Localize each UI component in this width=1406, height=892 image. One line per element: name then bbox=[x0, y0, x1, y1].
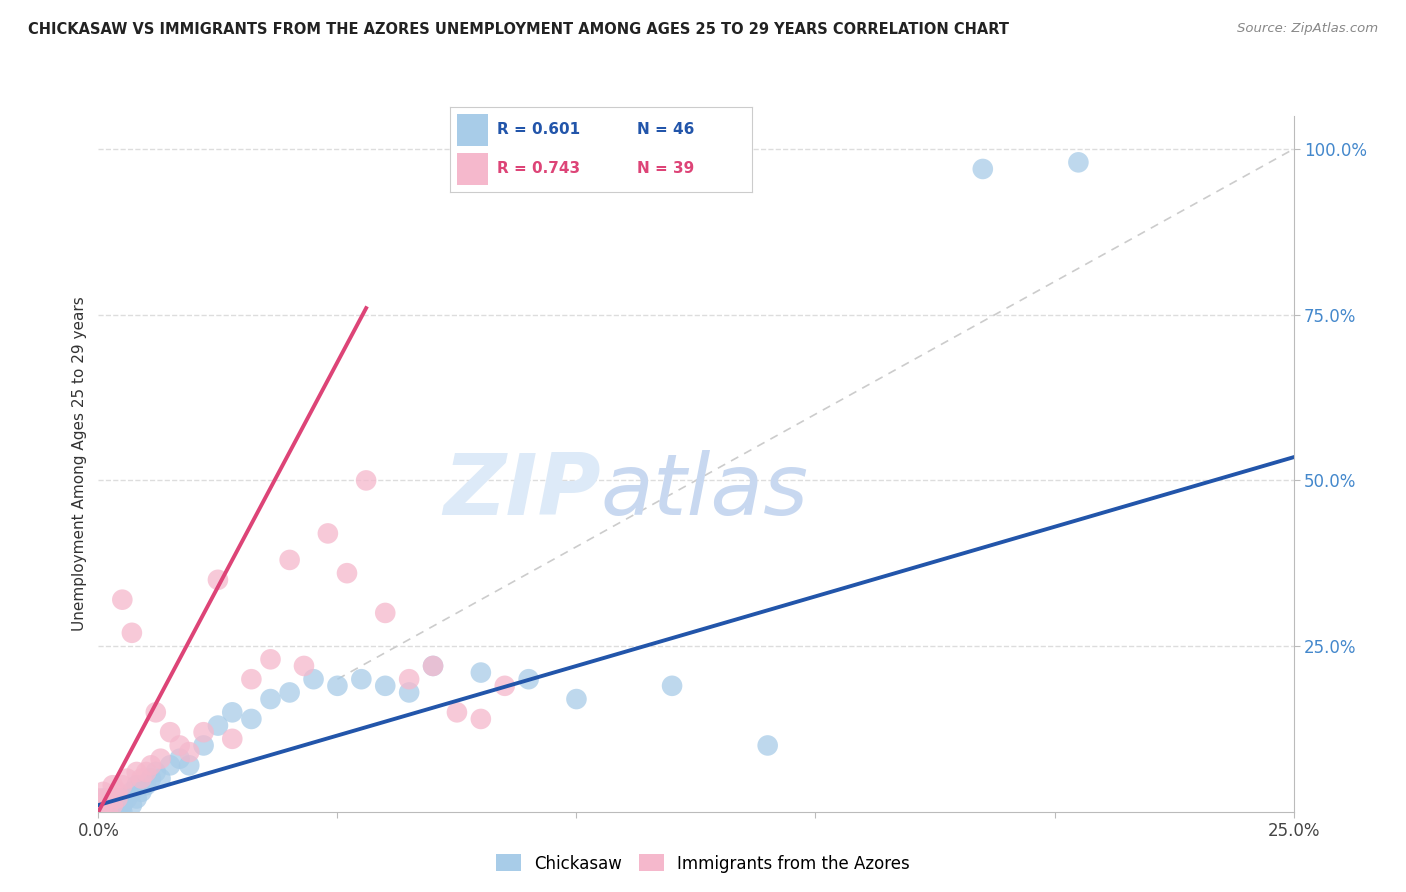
Point bbox=[169, 739, 191, 753]
Point bbox=[101, 798, 124, 813]
Text: N = 46: N = 46 bbox=[637, 122, 695, 137]
Point bbox=[221, 731, 243, 746]
Point bbox=[87, 791, 110, 805]
Point bbox=[145, 764, 167, 779]
Point bbox=[115, 791, 138, 805]
Text: N = 39: N = 39 bbox=[637, 161, 695, 177]
Point bbox=[446, 706, 468, 720]
Text: R = 0.743: R = 0.743 bbox=[496, 161, 579, 177]
Point bbox=[149, 772, 172, 786]
Point bbox=[169, 752, 191, 766]
Point bbox=[494, 679, 516, 693]
Point bbox=[121, 625, 143, 640]
Point bbox=[139, 772, 162, 786]
Point bbox=[111, 778, 134, 792]
Point bbox=[159, 725, 181, 739]
Point bbox=[107, 791, 129, 805]
Point bbox=[278, 685, 301, 699]
Text: atlas: atlas bbox=[600, 450, 808, 533]
Point bbox=[292, 659, 315, 673]
Point bbox=[107, 805, 129, 819]
Point bbox=[125, 791, 148, 805]
Point bbox=[302, 672, 325, 686]
Point bbox=[111, 798, 134, 813]
Point bbox=[131, 772, 153, 786]
Point bbox=[398, 672, 420, 686]
Point bbox=[316, 526, 339, 541]
Point bbox=[221, 706, 243, 720]
Point bbox=[97, 798, 120, 813]
Point bbox=[207, 573, 229, 587]
Point bbox=[326, 679, 349, 693]
Point bbox=[517, 672, 540, 686]
Point bbox=[121, 798, 143, 813]
Point bbox=[97, 805, 120, 819]
Point bbox=[398, 685, 420, 699]
Point bbox=[756, 739, 779, 753]
Point bbox=[107, 785, 129, 799]
Point bbox=[207, 718, 229, 732]
Point bbox=[374, 679, 396, 693]
Point bbox=[336, 566, 359, 581]
Point bbox=[135, 778, 157, 792]
Point bbox=[193, 739, 215, 753]
Point bbox=[145, 706, 167, 720]
Point bbox=[972, 161, 994, 176]
Legend: Chickasaw, Immigrants from the Azores: Chickasaw, Immigrants from the Azores bbox=[489, 847, 917, 880]
Point bbox=[97, 805, 120, 819]
Point bbox=[101, 798, 124, 813]
Point bbox=[259, 652, 281, 666]
Point bbox=[179, 758, 201, 772]
Point bbox=[125, 764, 148, 779]
Point bbox=[111, 791, 134, 805]
Point bbox=[470, 665, 492, 680]
Text: R = 0.601: R = 0.601 bbox=[496, 122, 579, 137]
Point bbox=[354, 474, 377, 488]
Point bbox=[121, 785, 143, 799]
Point bbox=[125, 778, 148, 792]
Y-axis label: Unemployment Among Ages 25 to 29 years: Unemployment Among Ages 25 to 29 years bbox=[72, 296, 87, 632]
Point bbox=[422, 659, 444, 673]
Point bbox=[111, 592, 134, 607]
Point bbox=[240, 672, 263, 686]
Point bbox=[135, 764, 157, 779]
Text: CHICKASAW VS IMMIGRANTS FROM THE AZORES UNEMPLOYMENT AMONG AGES 25 TO 29 YEARS C: CHICKASAW VS IMMIGRANTS FROM THE AZORES … bbox=[28, 22, 1010, 37]
Bar bbox=[457, 114, 488, 146]
Point bbox=[101, 805, 124, 819]
Point bbox=[159, 758, 181, 772]
Point bbox=[91, 798, 114, 813]
Point bbox=[139, 758, 162, 772]
Point bbox=[115, 772, 138, 786]
Text: Source: ZipAtlas.com: Source: ZipAtlas.com bbox=[1237, 22, 1378, 36]
Point bbox=[87, 805, 110, 819]
Point bbox=[87, 798, 110, 813]
Bar bbox=[457, 153, 488, 185]
Point bbox=[101, 778, 124, 792]
Point bbox=[470, 712, 492, 726]
Point bbox=[97, 791, 120, 805]
Point bbox=[350, 672, 373, 686]
Point bbox=[278, 553, 301, 567]
Point bbox=[193, 725, 215, 739]
Point bbox=[179, 745, 201, 759]
Point bbox=[149, 752, 172, 766]
Point bbox=[91, 785, 114, 799]
Point bbox=[661, 679, 683, 693]
Point bbox=[259, 692, 281, 706]
Point bbox=[131, 785, 153, 799]
Point bbox=[111, 805, 134, 819]
Point bbox=[91, 791, 114, 805]
Point bbox=[101, 791, 124, 805]
Point bbox=[374, 606, 396, 620]
Point bbox=[107, 791, 129, 805]
Point bbox=[422, 659, 444, 673]
Point bbox=[1067, 155, 1090, 169]
Point bbox=[87, 805, 110, 819]
Point bbox=[240, 712, 263, 726]
Point bbox=[565, 692, 588, 706]
Text: ZIP: ZIP bbox=[443, 450, 600, 533]
Point bbox=[91, 805, 114, 819]
